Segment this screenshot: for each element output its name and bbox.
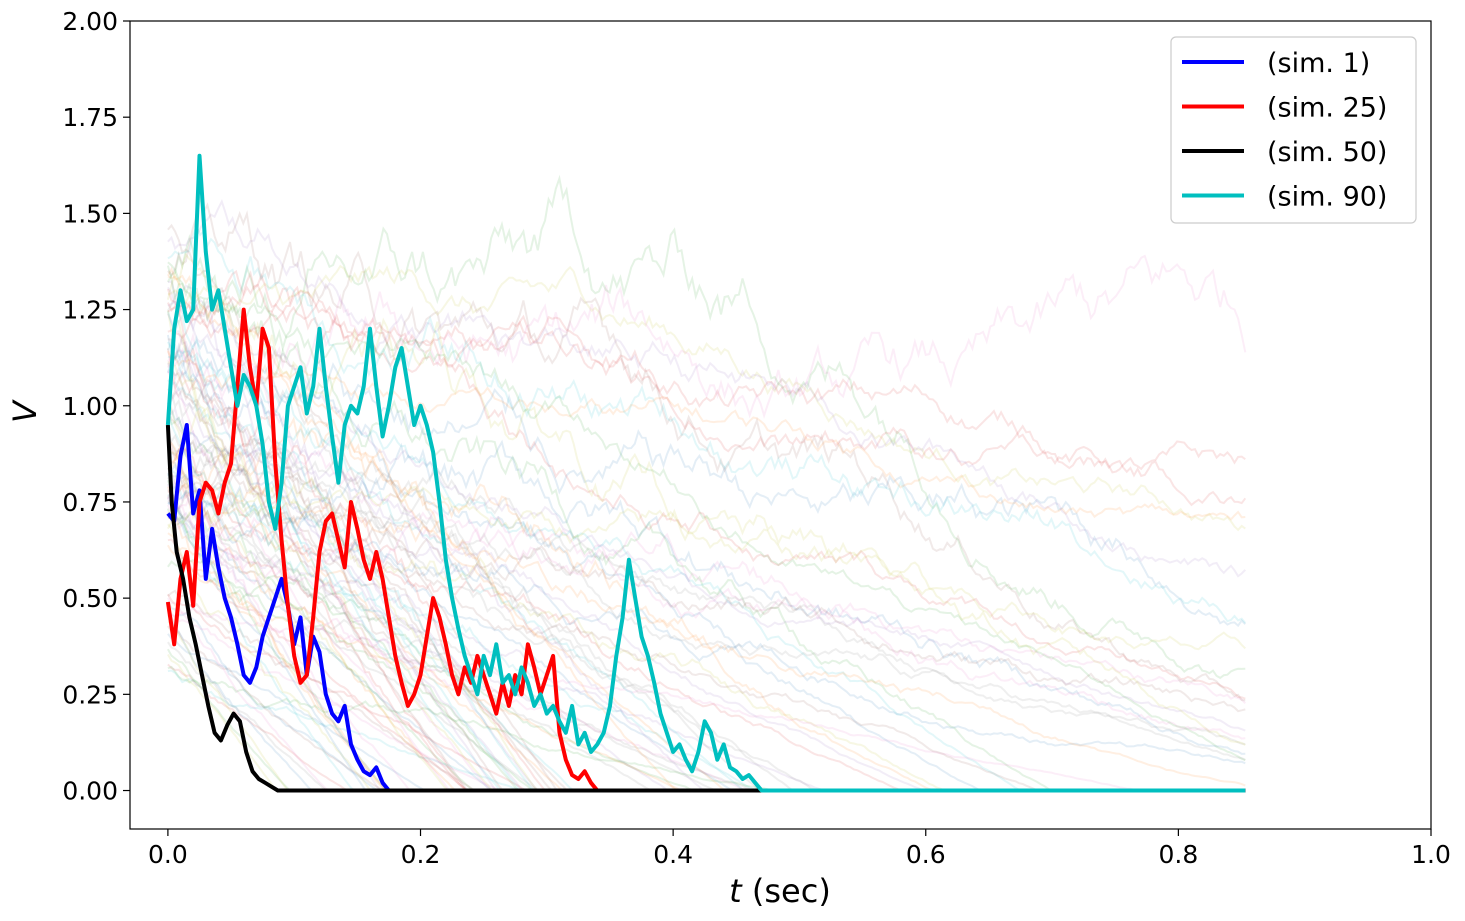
x-tick-label: 0.4 <box>653 840 693 869</box>
legend: (sim. 1) (sim. 25) (sim. 50) (sim. 90) <box>1170 36 1417 224</box>
y-tick-label: 0.25 <box>62 680 118 709</box>
series-line <box>165 153 1246 793</box>
x-tick-label: 1.0 <box>1411 840 1451 869</box>
x-tick-label: 0.6 <box>906 840 946 869</box>
background-trace <box>167 439 1246 755</box>
y-tick-label: 1.75 <box>62 103 118 132</box>
x-axis-label-variable: t <box>729 872 743 910</box>
background-trace <box>167 347 1247 704</box>
legend-label: (sim. 50) <box>1267 137 1387 168</box>
legend-box <box>1170 36 1417 224</box>
series-line <box>165 424 1246 793</box>
x-axis-label-unit: (sec) <box>742 872 831 910</box>
background-trace <box>166 434 1246 761</box>
highlighted-series <box>165 153 1246 793</box>
y-tick-label: 1.25 <box>62 296 118 325</box>
y-axis-label: V <box>6 399 44 423</box>
x-tick-label: 0.2 <box>401 840 441 869</box>
background-trace <box>166 174 1246 680</box>
background-trace <box>167 289 1246 474</box>
background-trace <box>167 486 1246 651</box>
plot-frame <box>129 20 1432 830</box>
y-tick-label: 1.50 <box>62 199 118 228</box>
x-axis-label: t (sec) <box>729 872 831 910</box>
x-tick-label: 0.8 <box>1158 840 1198 869</box>
background-trace <box>167 607 1246 792</box>
background-trace <box>167 286 1246 732</box>
y-tick-label: 0.50 <box>62 584 118 613</box>
background-trace <box>166 334 1247 628</box>
y-tick-label: 1.00 <box>62 392 118 421</box>
y-tick-label: 2.00 <box>62 7 118 36</box>
x-axis: 0.0 0.2 0.4 0.6 0.8 1.0 <box>148 829 1451 869</box>
background-trace <box>166 254 1247 419</box>
background-trace <box>167 269 1246 700</box>
legend-label: (sim. 25) <box>1267 93 1387 124</box>
background-trace <box>166 283 1247 507</box>
y-axis: 0.00 0.25 0.50 0.75 1.00 1.25 1.50 1.75 2.00 <box>62 7 130 806</box>
background-trace <box>166 479 1246 787</box>
background-trace <box>167 223 1247 624</box>
legend-label: (sim. 90) <box>1267 182 1387 213</box>
background-trace <box>167 261 1246 762</box>
background-trace <box>167 196 1246 702</box>
y-tick-label: 0.75 <box>62 488 118 517</box>
x-tick-label: 0.0 <box>148 840 188 869</box>
background-trace <box>167 199 1247 578</box>
background-trace <box>166 350 1246 521</box>
background-trace <box>166 252 1246 746</box>
y-tick-label: 0.00 <box>62 777 118 806</box>
background-trace <box>167 264 1246 532</box>
series-line <box>166 423 1246 793</box>
legend-label: (sim. 1) <box>1267 48 1370 79</box>
series-line <box>165 307 1246 793</box>
